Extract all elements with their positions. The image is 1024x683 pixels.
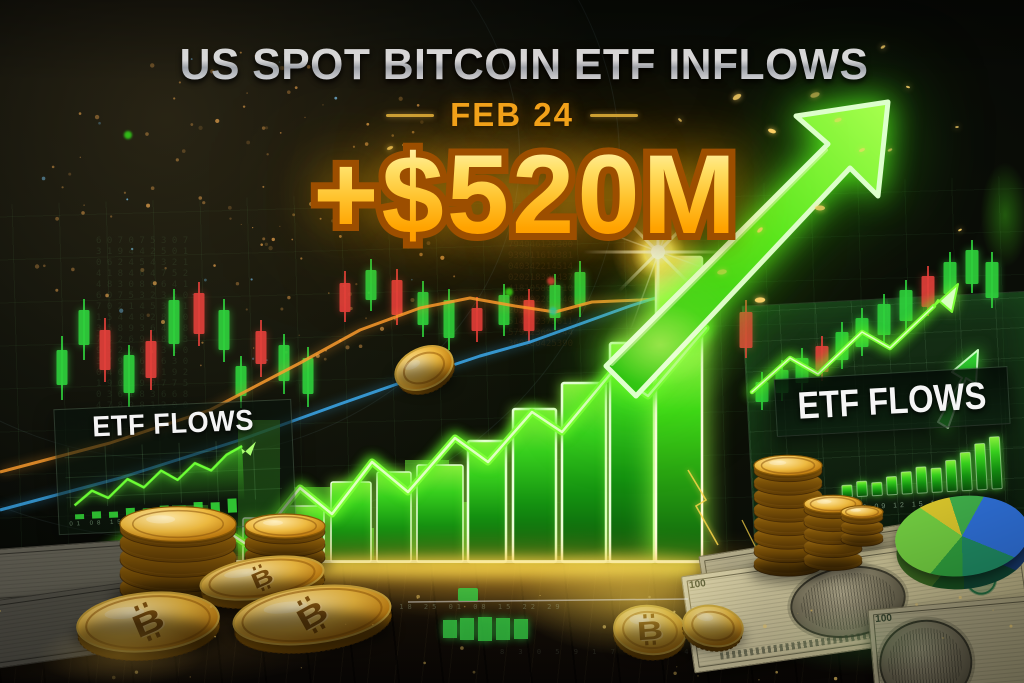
pie-chart [891,489,1024,602]
